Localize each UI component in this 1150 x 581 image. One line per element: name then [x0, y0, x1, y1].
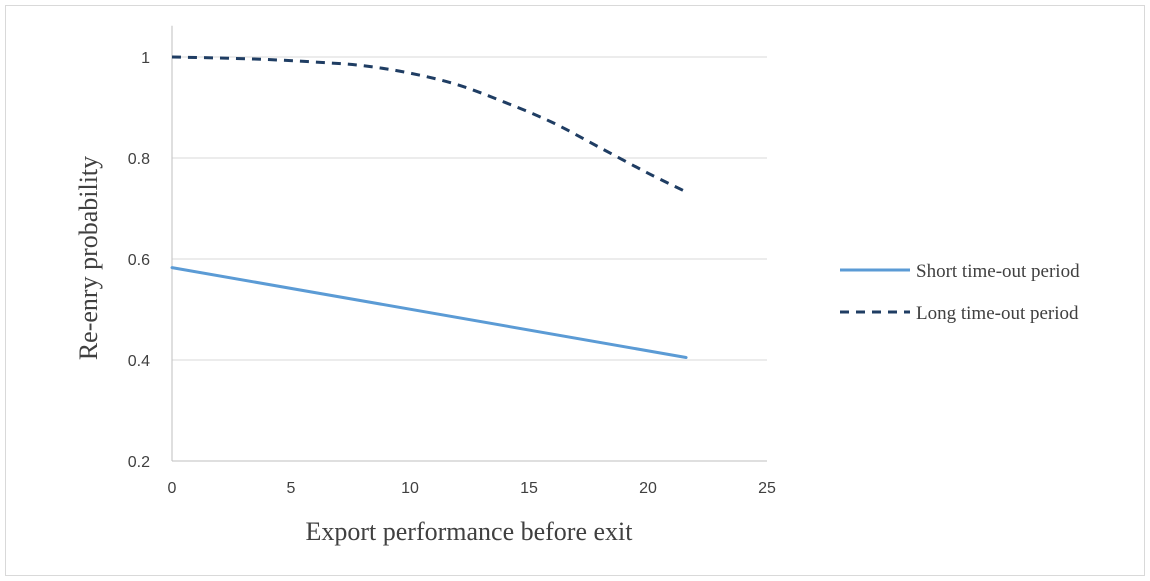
- tick-labels: 0.20.40.60.810 5 10 15 20 25: [128, 50, 776, 497]
- legend: Short time-out period Long time-out peri…: [840, 261, 1080, 324]
- x-tick-label-0: 0: [168, 480, 177, 497]
- x-tick-label-3: 15: [520, 480, 538, 497]
- axes: [171, 25, 767, 462]
- y-axis-title: Re-enry probability: [74, 156, 103, 360]
- series-line-0: [170, 266, 688, 359]
- y-tick-label-4: 1: [141, 50, 150, 67]
- x-tick-label-1: 5: [287, 480, 296, 497]
- x-tick-label-2: 10: [401, 480, 419, 497]
- legend-label-short: Short time-out period: [916, 261, 1080, 282]
- gridlines: [172, 56, 767, 361]
- chart-frame: [5, 5, 1145, 576]
- y-tick-label-2: 0.6: [128, 252, 150, 269]
- y-tick-label-0: 0.2: [128, 454, 150, 471]
- y-tick-label-1: 0.4: [128, 353, 150, 370]
- series-line-1: [171, 55, 687, 194]
- series-lines: [170, 55, 688, 359]
- x-tick-label-5: 25: [758, 480, 776, 497]
- legend-label-long: Long time-out period: [916, 303, 1079, 324]
- y-tick-label-3: 0.8: [128, 151, 150, 168]
- x-axis-title: Export performance before exit: [305, 517, 633, 546]
- x-tick-label-4: 20: [639, 480, 657, 497]
